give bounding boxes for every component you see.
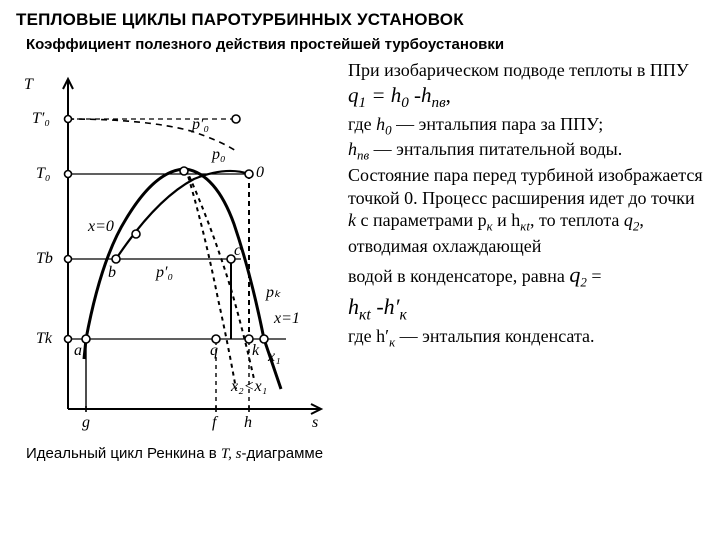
p3a: h bbox=[348, 139, 357, 159]
caption-part1: Идеальный цикл Ренкина в bbox=[26, 445, 221, 462]
label-b: b bbox=[108, 264, 116, 281]
label-a: a bbox=[74, 342, 82, 359]
y-axis-label: T bbox=[24, 76, 34, 93]
eq1-spv: пв bbox=[432, 95, 446, 111]
eq1-mh: -h bbox=[409, 83, 432, 107]
figure-column: T s T′₀ T₀ Tb Tk g f h x=0 x=1 x₁ x₂<x₁ … bbox=[16, 59, 336, 464]
label-c: c bbox=[234, 242, 241, 259]
ytick-2: Tb bbox=[36, 250, 53, 267]
ytick-1: T₀ bbox=[36, 165, 50, 182]
body-text: При изобарическом подводе теплоты в ППУ … bbox=[336, 59, 704, 351]
eq1-eqh: = h bbox=[366, 83, 401, 107]
eq2e: = bbox=[587, 266, 602, 286]
p4d: и h bbox=[493, 210, 521, 230]
eq3m: -h′ bbox=[371, 294, 400, 319]
para-3: hпв — энтальпия питательной воды. bbox=[348, 138, 704, 164]
label-p0: p₀ bbox=[211, 146, 226, 163]
eq1-end: , bbox=[446, 83, 451, 107]
p6b: — энтальпия конденсата. bbox=[395, 326, 594, 346]
equation-1: q1 = h0 -hпв, bbox=[348, 82, 704, 113]
content-columns: T s T′₀ T₀ Tb Tk g f h x=0 x=1 x₁ x₂<x₁ … bbox=[16, 59, 704, 464]
p3b: — энтальпия питательной воды. bbox=[369, 139, 622, 159]
x-axis-label: s bbox=[312, 414, 318, 431]
label-p0p: p′₀ bbox=[155, 264, 173, 281]
slide: ТЕПЛОВЫЕ ЦИКЛЫ ПАРОТУРБИННЫХ УСТАНОВОК К… bbox=[0, 0, 720, 540]
para-4: Состояние пара перед турбиной изображает… bbox=[348, 164, 704, 257]
xtick-h: h bbox=[244, 414, 252, 431]
p4f: q bbox=[624, 210, 633, 230]
p3s: пв bbox=[357, 148, 369, 163]
label-x0: x=0 bbox=[87, 218, 114, 235]
label-x1: x=1 bbox=[273, 310, 300, 327]
label-x1l: x₁ bbox=[267, 348, 281, 365]
p4e: , то теплота bbox=[530, 210, 624, 230]
eq3s2: к bbox=[399, 307, 406, 324]
label-pk: pₖ bbox=[265, 284, 281, 301]
label-x2: x₂<x₁ bbox=[230, 378, 267, 395]
diagram-bg bbox=[16, 59, 336, 439]
caption-part2: -диаграмме bbox=[241, 445, 323, 462]
p2b: h bbox=[376, 114, 385, 134]
p6a: где h′ bbox=[348, 326, 389, 346]
p4b: k bbox=[348, 210, 356, 230]
ts-diagram: T s T′₀ T₀ Tb Tk g f h x=0 x=1 x₁ x₂<x₁ … bbox=[16, 59, 336, 439]
label-q: q bbox=[210, 342, 218, 359]
figure-caption: Идеальный цикл Ренкина в T, s-диаграмме bbox=[16, 445, 336, 464]
eq1-s1: 1 bbox=[359, 95, 367, 111]
eq2l: q bbox=[569, 262, 580, 287]
page-title: ТЕПЛОВЫЕ ЦИКЛЫ ПАРОТУРБИННЫХ УСТАНОВОК bbox=[16, 10, 704, 30]
p2c: — энтальпия пара за ППУ; bbox=[392, 114, 604, 134]
p5a: водой в конденсаторе, равна bbox=[348, 266, 569, 286]
para-1: При изобарическом подводе теплоты в ППУ bbox=[348, 59, 704, 82]
p4c: с параметрами p bbox=[356, 210, 487, 230]
ytick-3: Tk bbox=[36, 330, 53, 347]
p2a: где bbox=[348, 114, 376, 134]
p4: Состояние пара перед турбиной изображает… bbox=[348, 165, 703, 208]
para-6: где h′к — энтальпия конденсата. bbox=[348, 325, 704, 351]
label-k: k bbox=[252, 342, 260, 359]
eq3s1: кt bbox=[359, 307, 371, 324]
page-subtitle: Коэффициент полезного действия простейше… bbox=[26, 36, 704, 53]
p4s2: кt bbox=[520, 219, 530, 234]
para-2: где h0 — энтальпия пара за ППУ; bbox=[348, 113, 704, 139]
equation-3: hкt -h′к bbox=[348, 293, 704, 325]
ytick-0: T′₀ bbox=[32, 110, 50, 127]
label-p1: p′₀ bbox=[191, 116, 209, 133]
xtick-g: g bbox=[82, 414, 90, 431]
eq1-q: q bbox=[348, 83, 359, 107]
label-zero: 0 bbox=[256, 164, 264, 181]
eq1-s0: 0 bbox=[401, 95, 409, 111]
para-5: водой в конденсаторе, равна q2 = bbox=[348, 261, 704, 291]
eq3a: h bbox=[348, 294, 359, 319]
caption-emph: T, s bbox=[221, 446, 242, 462]
